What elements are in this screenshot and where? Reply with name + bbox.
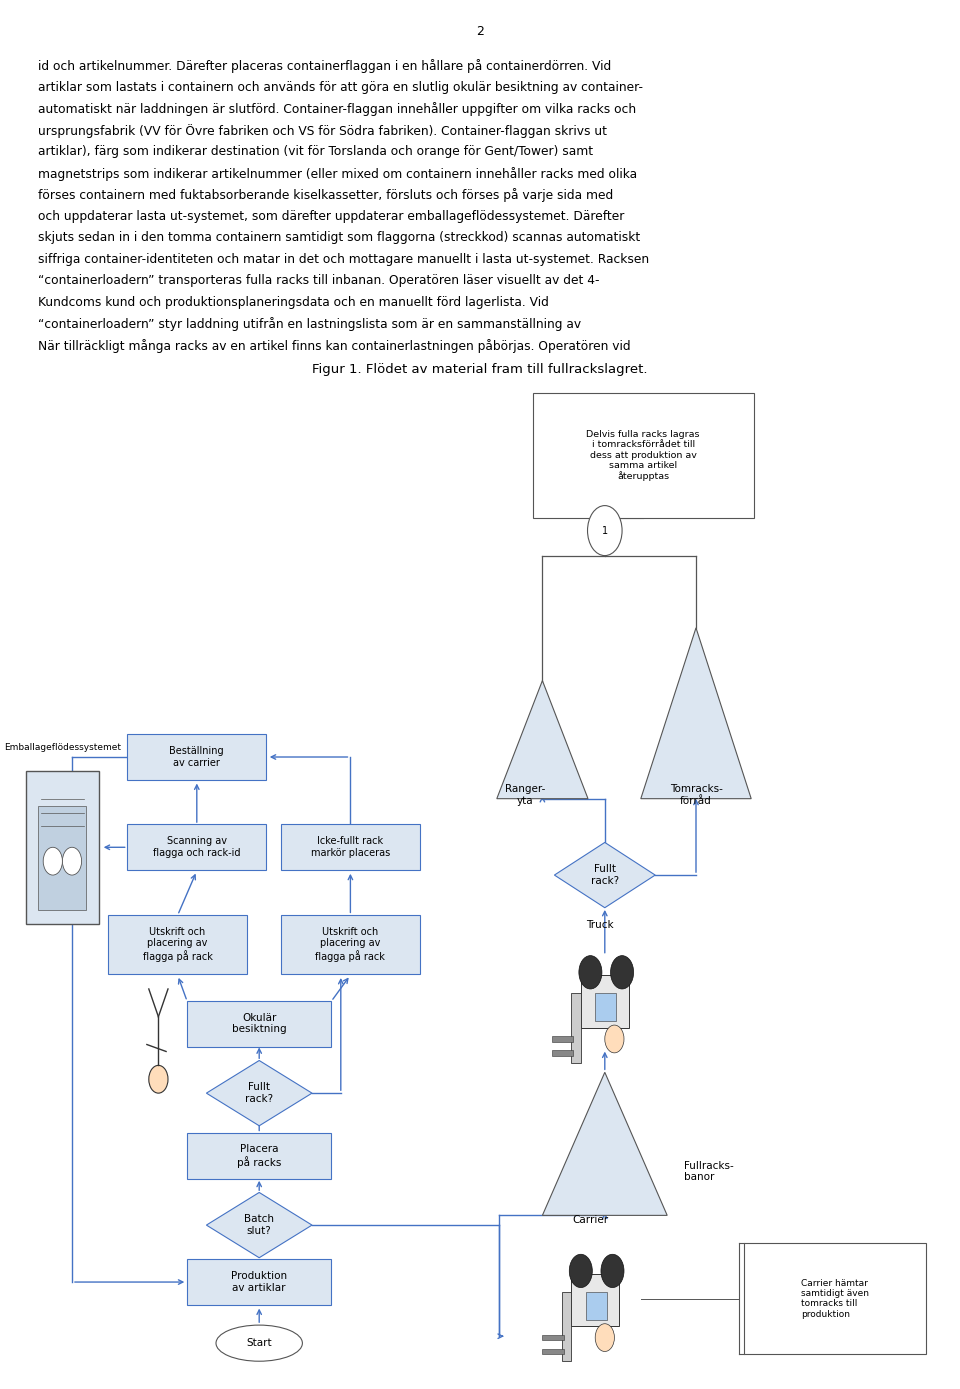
Text: Fullt
rack?: Fullt rack? <box>590 864 619 886</box>
Text: Produktion
av artiklar: Produktion av artiklar <box>231 1271 287 1293</box>
Text: automatiskt när laddningen är slutförd. Container-flaggan innehåller uppgifter o: automatiskt när laddningen är slutförd. … <box>38 103 636 117</box>
Text: Scanning av
flagga och rack-id: Scanning av flagga och rack-id <box>153 836 241 858</box>
FancyBboxPatch shape <box>108 915 248 975</box>
FancyBboxPatch shape <box>552 1050 573 1056</box>
Circle shape <box>43 847 62 875</box>
Text: Utskrift och
placering av
flagga på rack: Utskrift och placering av flagga på rack <box>316 926 385 963</box>
Polygon shape <box>497 681 588 799</box>
Text: Delvis fulla racks lagras
i tomracksförrådet till
dess att produktion av
samma a: Delvis fulla racks lagras i tomracksförr… <box>587 429 700 482</box>
Text: Emballageflödessystemet: Emballageflödessystemet <box>4 743 121 751</box>
Text: 2: 2 <box>476 25 484 39</box>
Text: Fullt
rack?: Fullt rack? <box>245 1082 274 1104</box>
Text: 1: 1 <box>602 525 608 536</box>
Text: Tomracks-
förråd: Tomracks- förråd <box>669 783 723 806</box>
Text: Kundcoms kund och produktionsplaneringsdata och en manuellt förd lagerlista. Vid: Kundcoms kund och produktionsplaneringsd… <box>38 296 549 308</box>
Text: “containerloadern” styr laddning utifrån en lastningslista som är en sammanställ: “containerloadern” styr laddning utifrån… <box>38 318 582 332</box>
FancyBboxPatch shape <box>581 975 629 1028</box>
Circle shape <box>569 1254 592 1288</box>
Circle shape <box>62 847 82 875</box>
Text: artiklar), färg som indikerar destination (vit för Torslanda och orange för Gent: artiklar), färg som indikerar destinatio… <box>38 146 593 158</box>
Text: Batch
slut?: Batch slut? <box>244 1214 275 1236</box>
Text: siffriga container-identiteten och matar in det och mottagare manuellt i lasta u: siffriga container-identiteten och matar… <box>38 253 650 265</box>
FancyBboxPatch shape <box>533 393 754 518</box>
FancyBboxPatch shape <box>744 1243 926 1354</box>
Polygon shape <box>555 842 655 908</box>
FancyBboxPatch shape <box>586 1292 607 1320</box>
FancyBboxPatch shape <box>38 806 86 910</box>
Circle shape <box>595 1324 614 1351</box>
Text: förses containern med fuktabsorberande kiselkassetter, försluts och förses på va: förses containern med fuktabsorberande k… <box>38 189 613 203</box>
Polygon shape <box>206 1192 312 1258</box>
FancyBboxPatch shape <box>571 1274 619 1326</box>
Circle shape <box>149 1065 168 1093</box>
Text: ursprungsfabrik (VV för Övre fabriken och VS för Södra fabriken). Container-flag: ursprungsfabrik (VV för Övre fabriken oc… <box>38 124 608 138</box>
Text: Carrier hämtar
samtidigt även
tomracks till
produktion: Carrier hämtar samtidigt även tomracks t… <box>802 1279 869 1318</box>
FancyBboxPatch shape <box>127 825 266 870</box>
FancyBboxPatch shape <box>562 1292 571 1361</box>
Ellipse shape <box>216 1325 302 1361</box>
FancyBboxPatch shape <box>571 993 581 1063</box>
Text: id och artikelnummer. Därefter placeras containerflaggan i en hållare på contain: id och artikelnummer. Därefter placeras … <box>38 60 612 74</box>
Circle shape <box>605 1025 624 1053</box>
FancyBboxPatch shape <box>542 1349 564 1354</box>
Text: artiklar som lastats i containern och används för att göra en slutlig okulär bes: artiklar som lastats i containern och an… <box>38 81 643 93</box>
Text: Icke-fullt rack
markör placeras: Icke-fullt rack markör placeras <box>311 836 390 858</box>
Text: Fullracks-
banor: Fullracks- banor <box>684 1161 734 1182</box>
Text: Placera
på racks: Placera på racks <box>237 1143 281 1168</box>
Text: Figur 1. Flödet av material fram till fullrackslagret.: Figur 1. Flödet av material fram till fu… <box>312 363 648 376</box>
Text: Beställning
av carrier: Beställning av carrier <box>170 746 224 768</box>
FancyBboxPatch shape <box>595 993 616 1021</box>
FancyBboxPatch shape <box>187 1133 331 1178</box>
FancyBboxPatch shape <box>552 1036 573 1042</box>
Text: Ranger-
yta: Ranger- yta <box>505 783 545 806</box>
Circle shape <box>588 506 622 556</box>
Text: och uppdaterar lasta ut-systemet, som därefter uppdaterar emballageflödessysteme: och uppdaterar lasta ut-systemet, som dä… <box>38 210 625 222</box>
Polygon shape <box>206 1061 312 1125</box>
Circle shape <box>579 956 602 989</box>
Text: Carrier: Carrier <box>572 1215 609 1225</box>
Text: magnetstrips som indikerar artikelnummer (eller mixed om containern innehåller r: magnetstrips som indikerar artikelnummer… <box>38 167 637 181</box>
FancyBboxPatch shape <box>187 1258 331 1306</box>
Text: Utskrift och
placering av
flagga på rack: Utskrift och placering av flagga på rack <box>143 926 212 963</box>
Text: skjuts sedan in i den tomma containern samtidigt som flaggorna (streckkod) scann: skjuts sedan in i den tomma containern s… <box>38 232 640 244</box>
Circle shape <box>611 956 634 989</box>
Polygon shape <box>542 1072 667 1215</box>
Text: Start: Start <box>247 1338 272 1349</box>
FancyBboxPatch shape <box>26 771 99 924</box>
FancyBboxPatch shape <box>280 825 420 870</box>
Text: “containerloadern” transporteras fulla racks till inbanan. Operatören läser visu: “containerloadern” transporteras fulla r… <box>38 275 600 288</box>
FancyBboxPatch shape <box>187 1000 331 1047</box>
FancyBboxPatch shape <box>127 733 266 781</box>
Text: Okulär
besiktning: Okulär besiktning <box>232 1013 286 1035</box>
Text: Truck: Truck <box>587 920 613 929</box>
Polygon shape <box>641 628 751 799</box>
FancyBboxPatch shape <box>280 915 420 975</box>
FancyBboxPatch shape <box>542 1335 564 1340</box>
Text: När tillräckligt många racks av en artikel finns kan containerlastningen påbörja: När tillräckligt många racks av en artik… <box>38 339 631 353</box>
Circle shape <box>601 1254 624 1288</box>
